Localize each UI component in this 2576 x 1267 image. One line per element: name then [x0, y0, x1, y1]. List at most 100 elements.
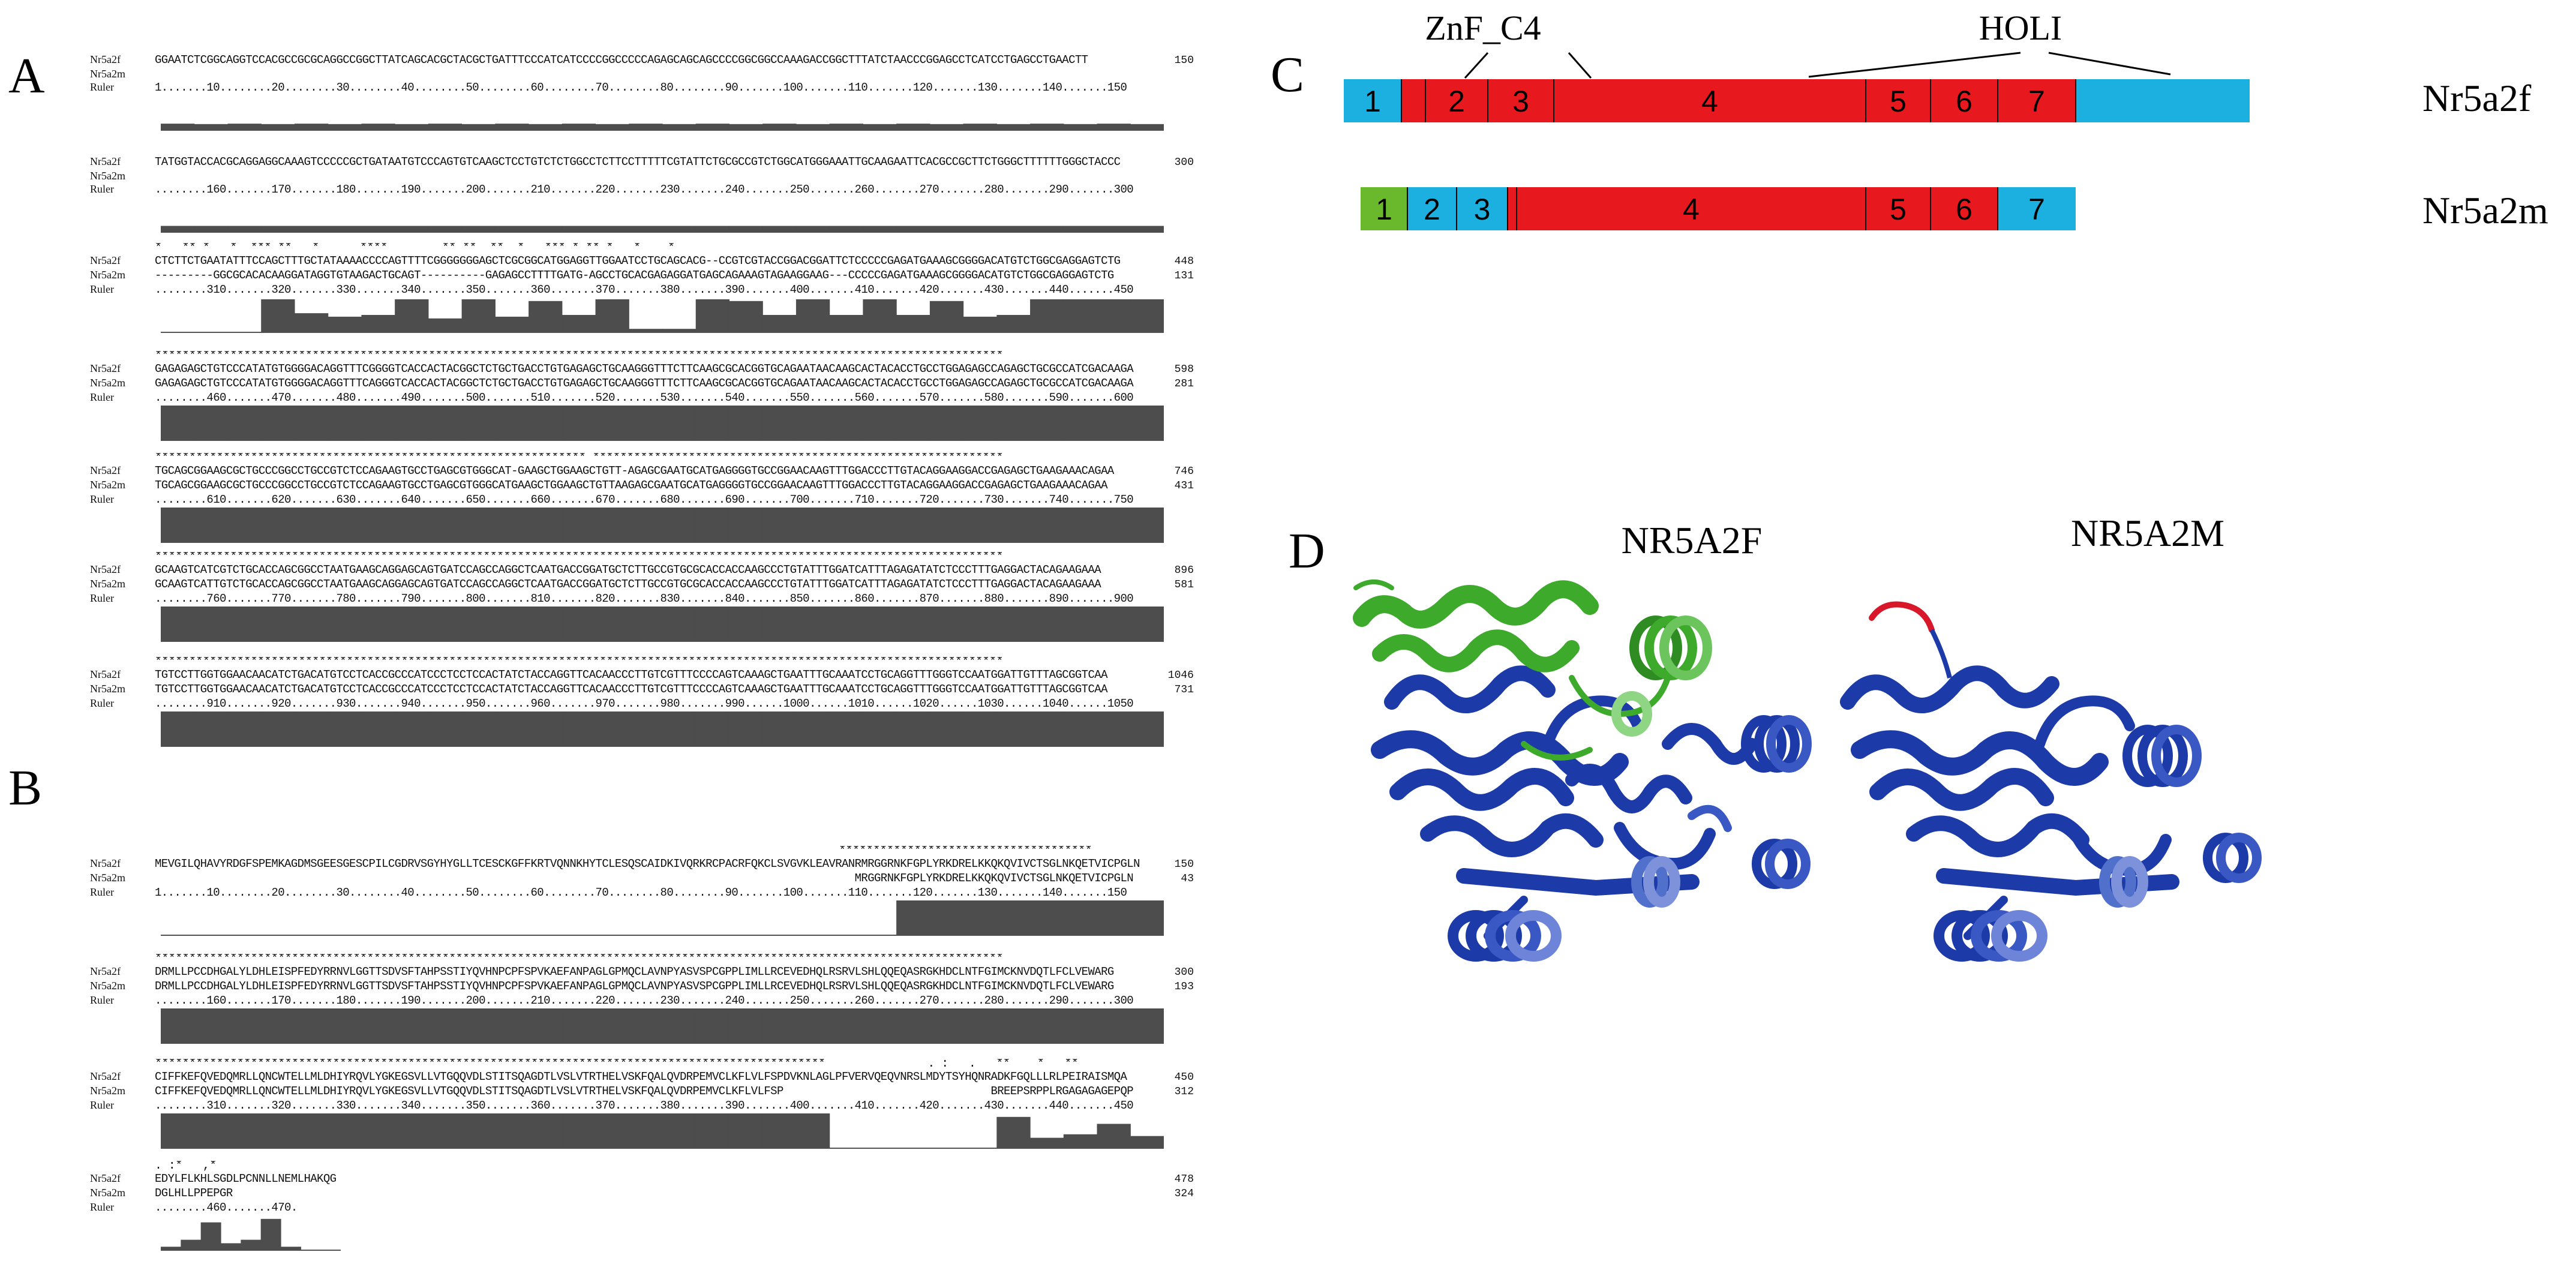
conservation-bar — [729, 226, 763, 232]
conservation-bar — [729, 711, 763, 746]
sequence-text: DRMLLPCCDHGALYLDHLEISPFEDYRRNVLGGTTSDVSF… — [155, 980, 1114, 993]
exon-segment — [1931, 79, 1998, 122]
conservation-bar — [461, 226, 496, 232]
conservation-bar — [1097, 124, 1131, 130]
conservation-histogram — [161, 1218, 341, 1251]
conservation-bar — [428, 124, 463, 130]
sequence-text: ........760.......770.......780.......79… — [155, 592, 1134, 605]
conservation-bar — [495, 316, 529, 332]
row-label: Nr5a2f — [90, 563, 121, 575]
conservation-bar — [996, 1116, 1031, 1148]
conservation-stars: . :* ,* — [155, 1161, 217, 1172]
conservation-bar — [428, 406, 463, 440]
conservation-bar — [762, 711, 797, 746]
conservation-bar — [495, 1008, 529, 1043]
sequence-text: ........460.......470. — [155, 1201, 298, 1214]
end-position: 431 — [1174, 480, 1194, 492]
conservation-bar — [963, 406, 997, 440]
conservation-bar — [629, 329, 663, 332]
conservation-bar — [896, 226, 930, 232]
sequence-text: MEVGILQHAVYRDGFSPEMKAGDMSGEESGESCPILCGDR… — [155, 857, 1140, 870]
conservation-bar — [428, 1008, 463, 1043]
ruler-row: Ruler ........310.......320.......330....… — [90, 1098, 1194, 1112]
conservation-bar — [227, 124, 262, 130]
conservation-bar — [328, 508, 362, 542]
conservation-bar — [1030, 226, 1064, 232]
conservation-bar — [194, 607, 229, 641]
conservation-bar — [996, 124, 1031, 130]
exon-number: 2 — [1448, 85, 1465, 118]
conservation-bar — [428, 607, 463, 641]
sequence-row-nr5a2f: Nr5a2f MEVGILQHAVYRDGFSPEMKAGDMSGEESGESCP… — [90, 857, 1194, 871]
conservation-bar — [562, 1113, 596, 1148]
end-position: 300 — [1174, 157, 1194, 169]
conservation-bar — [529, 607, 563, 641]
conservation-bar — [495, 711, 529, 746]
conservation-bar — [261, 1008, 295, 1043]
row-label: Ruler — [90, 592, 114, 604]
conservation-bar — [361, 1113, 395, 1148]
conservation-bar — [395, 711, 429, 746]
conservation-bar — [595, 226, 629, 232]
exon-segment — [2076, 79, 2250, 122]
conservation-stars: ****************************************… — [155, 1059, 1079, 1070]
end-position: 131 — [1174, 270, 1194, 282]
sequence-row-nr5a2f: Nr5a2f GAGAGAGCTGTCCCATATGTGGGGACAGGTTTCG… — [90, 362, 1194, 376]
end-position: 193 — [1174, 981, 1194, 993]
sequence-text: GCAAGTCATCGTCTGCACCAGCGGCCTAATGAAGCAGGAG… — [155, 563, 1101, 577]
ruler-row: Ruler ........910.......920.......930....… — [90, 696, 1194, 710]
conservation-bar — [227, 508, 262, 542]
sequence-text: TGCAGCGGAAGCGCTGCCCGGCCTGCCGTCTCCAGAAGTG… — [155, 479, 1107, 492]
conservation-bar — [227, 607, 262, 641]
row-label: Nr5a2f — [90, 362, 121, 374]
conservation-bar — [762, 406, 797, 440]
panel-c-letter: C — [1271, 47, 1305, 103]
conservation-bar — [529, 301, 563, 332]
conservation-bar — [227, 226, 262, 232]
row-label: Nr5a2f — [90, 857, 121, 869]
row-label: Nr5a2f — [90, 668, 121, 680]
exon-number: 4 — [1701, 85, 1718, 118]
conservation-bar — [194, 406, 229, 440]
sequence-text: ........160.......170.......180.......19… — [155, 994, 1134, 1007]
ruler-row: Ruler ........160.......170.......180....… — [90, 993, 1194, 1007]
conservation-bar — [529, 406, 563, 440]
panel-b-letter: B — [8, 760, 43, 816]
conservation-bar — [221, 1243, 241, 1250]
conservation-bar — [762, 508, 797, 542]
sequence-text: EDYLFLKHLSGDLPCNNLLNEMLHAKQG — [155, 1172, 337, 1185]
sequence-row-nr5a2m: Nr5a2m MRGGRNKFGPLYRKDRELKKQKQVIVCTSGLNK… — [90, 871, 1194, 885]
conservation-bar — [1063, 607, 1098, 641]
conservation-bar — [395, 226, 429, 232]
end-position: 281 — [1174, 378, 1194, 390]
nr5a2m-structure-title: NR5A2M — [2071, 516, 2224, 554]
conservation-bar — [963, 1008, 997, 1043]
conservation-bar — [328, 1008, 362, 1043]
conservation-bar — [829, 1008, 863, 1043]
conservation-bar — [261, 406, 295, 440]
conservation-stars: ****************************************… — [155, 453, 1003, 464]
conservation-bar — [227, 711, 262, 746]
conservation-bar — [361, 124, 395, 130]
conservation-histogram — [161, 607, 1164, 642]
conservation-histogram — [161, 406, 1164, 441]
sequence-text: MRGGRNKFGPLYRKDRELKKQKQVIVCTSGLNKQETVICP… — [155, 872, 1134, 885]
conservation-bar — [863, 711, 897, 746]
conservation-bar — [1130, 124, 1164, 130]
nr5a2m-label: Nr5a2m — [2422, 189, 2548, 232]
conservation-bar — [1063, 406, 1098, 440]
conservation-bar — [662, 124, 696, 130]
sequence-text: CIFFKEFQVEDQMRLLQNCWTELLMLDHIYRQVLYGKEGS… — [155, 1070, 1127, 1083]
conservation-bar — [200, 1222, 221, 1250]
conservation-bar — [629, 508, 663, 542]
conservation-bar — [495, 124, 529, 130]
end-position: 731 — [1174, 684, 1194, 696]
conservation-bar — [1030, 406, 1064, 440]
row-label: Nr5a2m — [90, 269, 125, 281]
row-label: Nr5a2m — [90, 1187, 125, 1199]
exon-number: 1 — [1364, 85, 1381, 118]
sequence-text: TGTCCTTGGTGGAACAACATCTGACATGTCCTCACCGCCC… — [155, 668, 1107, 681]
sequence-row-nr5a2m: Nr5a2m GCAAGTCATTGTCTGCACCAGCGGCCTAATGAAG… — [90, 577, 1194, 592]
